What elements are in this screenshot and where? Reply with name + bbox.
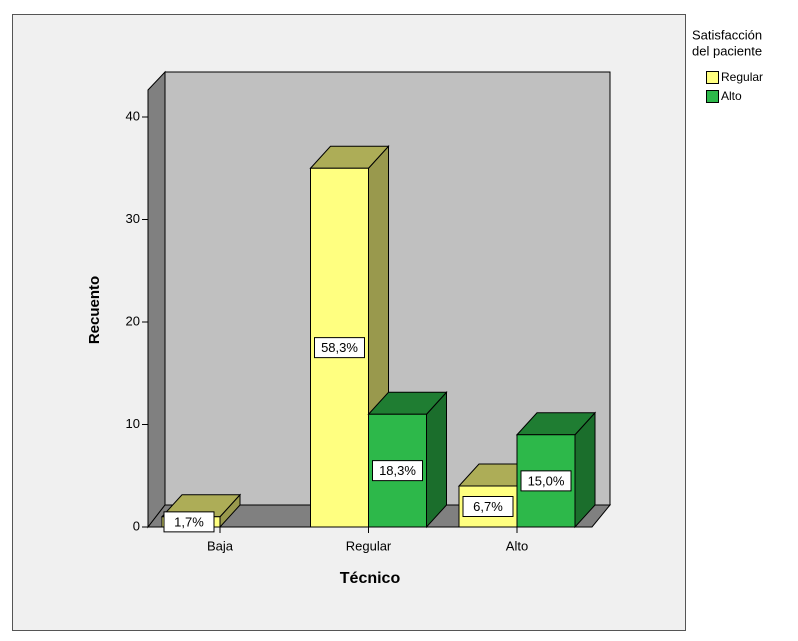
value-label-box xyxy=(314,337,365,359)
value-label: 15,0% xyxy=(528,473,565,488)
value-label: 18,3% xyxy=(379,463,416,478)
value-label-box xyxy=(372,460,423,482)
x-tick-label: Baja xyxy=(207,538,234,553)
value-label-box xyxy=(163,511,215,533)
value-label: 1,7% xyxy=(174,514,204,529)
legend-swatch xyxy=(706,90,719,103)
legend-label: Alto xyxy=(721,89,742,103)
legend-title: Satisfacción xyxy=(692,27,762,42)
value-label-box xyxy=(462,496,514,517)
x-tick-label: Alto xyxy=(506,538,528,553)
y-tick-label: 20 xyxy=(126,313,140,328)
value-label: 6,7% xyxy=(473,499,503,514)
y-tick-label: 10 xyxy=(126,416,140,431)
bar-side xyxy=(426,390,447,529)
y-tick-label: 40 xyxy=(126,108,140,123)
x-tick-label: Regular xyxy=(346,538,392,553)
legend-label: Regular xyxy=(721,70,763,84)
side-wall xyxy=(147,70,166,529)
x-axis-title: Técnico xyxy=(340,570,401,587)
value-label-box xyxy=(520,470,572,492)
value-label: 58,3% xyxy=(321,340,358,355)
bar xyxy=(515,411,597,529)
legend-swatch xyxy=(706,71,719,84)
y-axis-title: Recuento xyxy=(86,276,103,344)
y-tick-label: 0 xyxy=(133,518,140,533)
y-tick-label: 30 xyxy=(126,211,140,226)
legend-title: del paciente xyxy=(692,43,762,58)
bar xyxy=(367,390,448,529)
